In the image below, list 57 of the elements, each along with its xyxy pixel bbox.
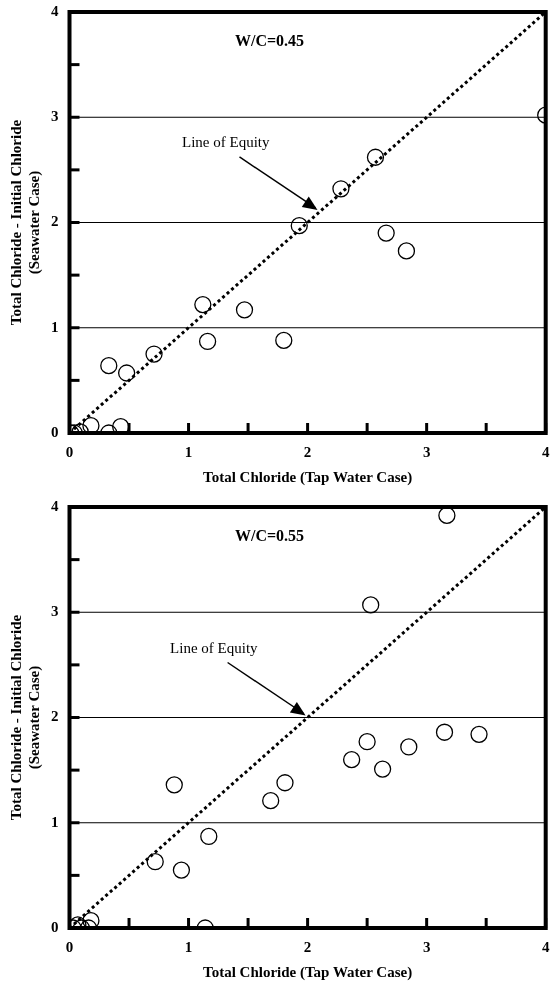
y-tick-label: 4 [51,2,59,19]
x-tick-label: 4 [541,938,550,955]
point [235,301,254,319]
x-axis-title: Total Chloride (Tap Water Case) [203,963,413,981]
x-tick-label: 2 [303,443,312,460]
point [82,911,100,928]
point [332,180,350,198]
y-axis-title: Total Chloride - Initial Chloride (Seawater Case) [7,614,43,821]
point [400,738,418,756]
text: W/C=0.55 [234,527,305,545]
y-tick-label: 0 [51,918,59,935]
y-tick-label: 2 [51,708,59,725]
y-tick-label: 3 [51,603,59,620]
x-tick-label: 4 [541,443,550,460]
point [100,356,118,375]
y-tick-label: 4 [51,497,59,514]
point [470,725,488,743]
y-tick-label: 0 [51,423,59,440]
x-tick-label: 1 [184,938,193,955]
x-tick-label: 3 [422,443,431,460]
point [373,760,392,778]
x-tick-label: 1 [184,443,193,460]
point [366,148,385,166]
x-tick-label: 0 [65,443,74,460]
point [112,418,130,433]
point [343,750,361,769]
point [435,723,454,741]
point [82,416,100,433]
point [438,507,456,525]
point [146,853,164,871]
point [200,827,218,846]
annotation: Line of Equity [170,639,259,656]
y-tick-label: 2 [51,213,59,230]
x-tick-label: 0 [65,938,74,955]
y-axis-title: Total Chloride - Initial Chloride (Seawater Case) [7,119,43,326]
annotation: Line of Equity [182,134,270,151]
point [276,774,294,792]
point [117,364,136,382]
point [198,332,217,351]
point [145,345,163,363]
y-tick-label: 1 [51,318,59,335]
point [262,792,280,810]
point [377,224,395,242]
point [165,776,183,794]
x-axis-title: Total Chloride (Tap Water Case) [203,468,413,486]
point [358,733,376,751]
text: W/C=0.45 [234,32,305,50]
x-tick-label: 2 [303,938,312,955]
point [362,596,380,614]
point [397,242,416,260]
y-tick-label: 3 [51,108,59,125]
y-tick-label: 1 [51,813,59,830]
point [172,861,191,879]
point [194,295,212,314]
x-tick-label: 3 [422,938,431,955]
point [290,217,308,235]
point [275,331,293,350]
